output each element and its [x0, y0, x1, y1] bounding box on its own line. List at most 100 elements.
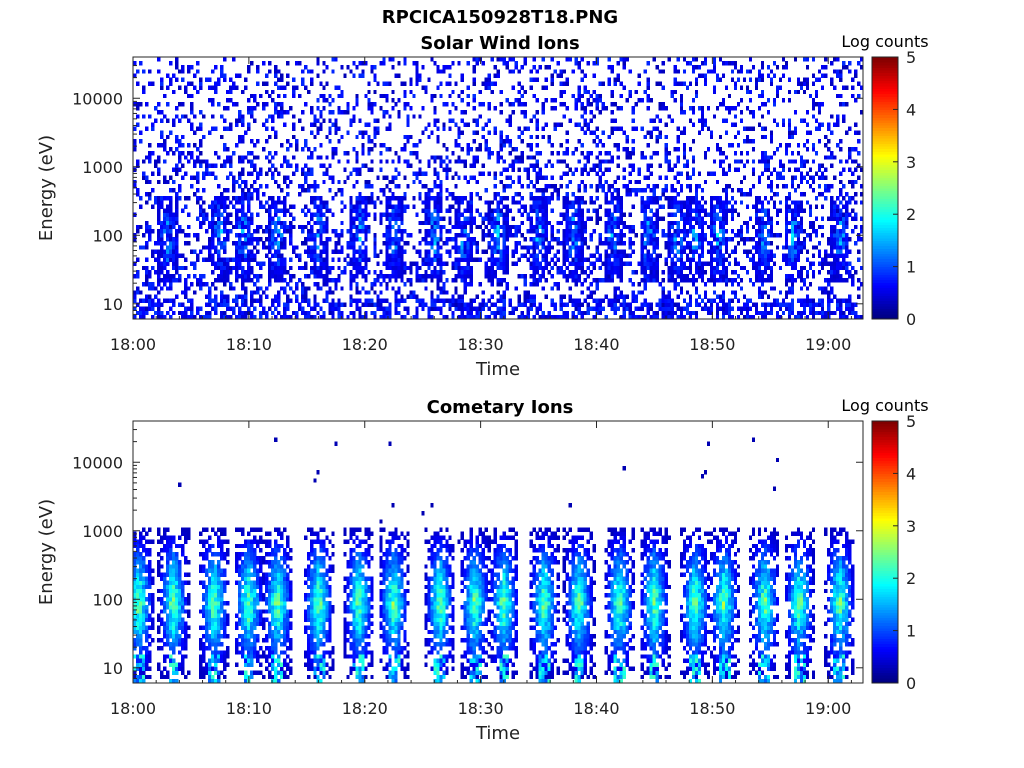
heatmap-cell [526, 294, 530, 299]
heatmap-cell [301, 306, 305, 312]
heatmap-cell [238, 171, 242, 177]
heatmap-cell [700, 245, 705, 250]
heatmap-cell [148, 228, 152, 234]
heatmap-cell [172, 216, 176, 222]
heatmap-cell [694, 233, 699, 238]
heatmap-cell [676, 294, 681, 299]
heatmap-cell [643, 245, 647, 250]
heatmap-cell [232, 298, 236, 303]
heatmap-cell [727, 261, 732, 267]
heatmap-cell [616, 196, 620, 201]
heatmap-cell [649, 171, 654, 177]
heatmap-cell [715, 200, 720, 205]
heatmap-cell [376, 273, 380, 279]
heatmap-cell [565, 228, 569, 234]
heatmap-cell [184, 265, 188, 271]
heatmap-cell [709, 130, 714, 136]
heatmap-cell [646, 265, 650, 271]
heatmap-cell [550, 196, 554, 201]
heatmap-cell [310, 196, 314, 201]
heatmap-cell [502, 294, 506, 299]
heatmap-cell [283, 155, 287, 160]
heatmap-cell [304, 261, 308, 267]
heatmap-cell [229, 269, 233, 275]
heatmap-cell [244, 273, 248, 279]
heatmap-cell [502, 269, 506, 275]
heatmap-cell [469, 228, 473, 234]
heatmap-cell [247, 126, 251, 131]
heatmap-cell [622, 310, 626, 316]
heatmap-cell [469, 302, 473, 308]
heatmap-cell [394, 228, 398, 234]
heatmap-cell [577, 220, 581, 226]
heatmap-cell [439, 188, 443, 193]
heatmap-cell [706, 278, 711, 283]
heatmap-cell [469, 257, 473, 262]
heatmap-cell [319, 93, 323, 99]
heatmap-cell [481, 171, 485, 177]
heatmap-cell [730, 204, 735, 209]
heatmap-cell [640, 155, 644, 160]
heatmap-cell [646, 85, 650, 91]
heatmap-cell [475, 306, 479, 312]
heatmap-cell [358, 265, 362, 271]
heatmap-cell [697, 257, 702, 262]
heatmap-cell [454, 261, 458, 267]
heatmap-cell [211, 241, 215, 246]
heatmap-cell [472, 220, 476, 226]
heatmap-cell [439, 257, 443, 262]
heatmap-cell [352, 245, 356, 250]
heatmap-cell [625, 294, 629, 299]
heatmap-cell [739, 265, 744, 271]
heatmap-cell [595, 220, 599, 226]
heatmap-cell [433, 257, 437, 262]
heatmap-cell [526, 142, 530, 148]
heatmap-cell [475, 249, 479, 254]
heatmap-cell [727, 163, 732, 168]
heatmap-cell [475, 179, 479, 185]
heatmap-cell [487, 81, 491, 86]
heatmap-cell [547, 200, 551, 205]
heatmap-cell [442, 167, 446, 172]
heatmap-cell [259, 237, 263, 242]
heatmap-cell [526, 298, 530, 303]
heatmap-cell [628, 237, 632, 242]
heatmap-cell [445, 81, 449, 86]
heatmap-cell [655, 208, 660, 213]
heatmap-cell [316, 212, 320, 217]
heatmap-cell [211, 85, 215, 91]
heatmap-cell [511, 261, 515, 267]
heatmap-cell [643, 224, 647, 230]
heatmap-cell [550, 192, 554, 197]
heatmap-cell [289, 163, 293, 168]
heatmap-cell [157, 314, 161, 320]
heatmap-cell [640, 306, 644, 312]
heatmap-cell [664, 175, 669, 181]
heatmap-cell [307, 171, 311, 177]
heatmap-cell [505, 65, 509, 70]
heatmap-cell [139, 306, 143, 312]
heatmap-cell [310, 265, 314, 271]
heatmap-cell [460, 97, 464, 103]
heatmap-cell [241, 188, 245, 193]
heatmap-cell [493, 257, 497, 262]
heatmap-cell [238, 233, 242, 238]
heatmap-cell [667, 314, 672, 320]
heatmap-cell [472, 175, 476, 181]
heatmap-cell [139, 290, 143, 295]
heatmap-cell [157, 269, 161, 275]
heatmap-cell [604, 208, 608, 213]
heatmap-cell [709, 228, 714, 234]
heatmap-cell [676, 126, 681, 131]
heatmap-cell [367, 151, 371, 156]
heatmap-cell [649, 97, 654, 103]
heatmap-cell [196, 175, 200, 181]
heatmap-cell [697, 261, 702, 267]
heatmap-cell [550, 228, 554, 234]
heatmap-cell [526, 126, 530, 131]
heatmap-cell [154, 269, 158, 275]
heatmap-cell [721, 118, 726, 123]
heatmap-cell [589, 183, 593, 189]
heatmap-cell [604, 196, 608, 201]
heatmap-cell [703, 122, 708, 127]
